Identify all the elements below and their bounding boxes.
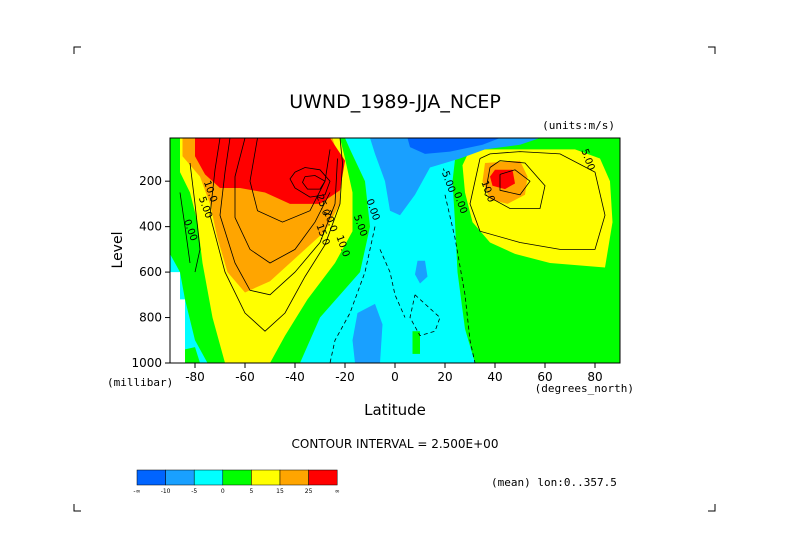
x-units-label: (degrees_north)	[535, 382, 634, 395]
chart-title: UWND_1989-JJA_NCEP	[289, 91, 501, 113]
plot-area	[170, 138, 620, 363]
contour-line-13	[189, 162, 201, 273]
crop-marks	[73, 46, 716, 512]
colorbar-swatch-3	[222, 469, 252, 486]
y-tick-label-2: 600	[139, 265, 162, 279]
x-tick-label-6: 40	[487, 370, 502, 384]
x-tick-label-0: -80	[185, 370, 205, 384]
contour-line-9	[379, 249, 406, 318]
colorbar-label-5: 15	[276, 488, 284, 495]
filled-region-blue-tropic-low	[352, 303, 383, 363]
filled-region-sh-green-sfc	[185, 347, 200, 363]
colorbar: -∞ -10 -5 0 5 15 25 ∞	[133, 469, 340, 495]
filled-region-green-small-sfc	[412, 331, 420, 354]
y-units-label: (millibar)	[107, 376, 173, 389]
colorbar-label-2: -5	[191, 488, 197, 495]
contour-line-4	[289, 167, 331, 198]
filled-region-blue-deep	[407, 138, 500, 154]
colorbar-swatch-6	[308, 469, 338, 486]
footnote-mean-lon: (mean) lon:0..357.5	[491, 476, 617, 489]
filled-region-blue-upper	[370, 138, 540, 216]
x-axis-label: Latitude	[364, 401, 426, 419]
y-tick-label-0: 200	[139, 174, 162, 188]
colorbar-swatch-5	[279, 469, 309, 486]
colorbar-swatch-1	[165, 469, 195, 486]
contour-line-14	[179, 192, 191, 264]
contour-interval-text: CONTOUR INTERVAL = 2.500E+00	[292, 437, 499, 451]
y-tick-label-1: 400	[139, 220, 162, 234]
contour-line-12	[499, 169, 531, 196]
filled-region-antarctica-mask	[170, 272, 185, 363]
colorbar-swatch-2	[193, 469, 224, 486]
contour-line-7	[409, 294, 441, 337]
y-axis-label: Level	[110, 232, 126, 269]
x-tick-label-7: 60	[537, 370, 552, 384]
filled-region-nh-red	[490, 169, 515, 190]
colorbar-label-6: 25	[305, 488, 313, 495]
colorbar-label-7: ∞	[335, 488, 340, 495]
colorbar-swatch-4	[251, 469, 281, 486]
filled-region-sh-red	[195, 138, 345, 204]
contour-line-11	[484, 160, 546, 209]
contour-line-1	[219, 138, 338, 296]
colorbar-label-0: -∞	[133, 488, 140, 495]
contour-line-5	[302, 175, 326, 190]
x-tick-label-3: -20	[335, 370, 355, 384]
colorbar-label-1: -10	[161, 488, 171, 495]
colorbar-label-4: 5	[249, 488, 253, 495]
units-label: (units:m/s)	[542, 119, 615, 132]
colorbar-swatch-0	[136, 469, 166, 486]
contour-line-0	[209, 138, 343, 332]
contour-line-2	[234, 138, 331, 264]
x-tick-label-4: 0	[391, 370, 399, 384]
y-tick-label-3: 800	[139, 311, 162, 325]
contour-line-8	[444, 194, 476, 363]
colorbar-label-3: 0	[221, 488, 225, 495]
contour-line-6	[329, 226, 376, 363]
x-tick-label-1: -60	[235, 370, 255, 384]
x-tick-label-8: 80	[587, 370, 602, 384]
x-tick-label-5: 20	[437, 370, 452, 384]
filled-region-blue-small-1	[415, 260, 428, 284]
contour-line-10	[469, 151, 606, 250]
y-tick-label-4: 1000	[131, 356, 162, 370]
x-tick-label-2: -40	[285, 370, 305, 384]
